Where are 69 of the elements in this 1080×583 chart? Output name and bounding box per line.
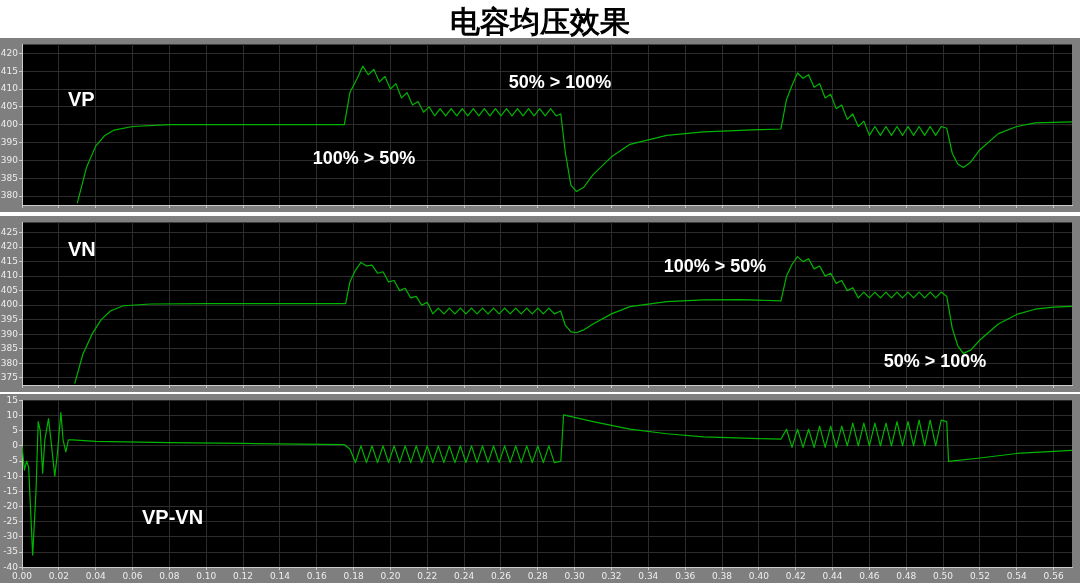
x-tick-label: 0.10 (196, 570, 217, 581)
y-tick-label: 0 (12, 440, 19, 451)
y-tick-label: 5 (12, 425, 18, 436)
y-tick-label: 390 (0, 328, 19, 339)
y-tick-label: 415 (0, 255, 18, 266)
y-tick-label: 420 (0, 47, 19, 58)
x-tick-label: 0.52 (969, 570, 990, 581)
y-tick-label: 380 (0, 357, 19, 368)
x-tick-label: 0.54 (1006, 570, 1028, 581)
annotation: 50% > 100% (508, 71, 612, 92)
x-tick-label: 0.24 (454, 570, 475, 581)
x-tick-label: 0.22 (417, 570, 438, 581)
annotation: 50% > 100% (883, 350, 987, 371)
y-tick-label: -20 (3, 500, 19, 511)
y-tick-label: -5 (9, 455, 18, 466)
y-tick-label: -10 (3, 470, 19, 481)
x-tick-label: 0.56 (1043, 570, 1064, 581)
x-tick-label: 0.48 (896, 570, 917, 581)
y-tick-label: 10 (6, 409, 19, 420)
x-tick-label: 0.28 (527, 570, 549, 581)
x-tick-label: 0.46 (859, 570, 880, 581)
x-tick-label: 0.44 (822, 570, 843, 581)
y-tick-label: 405 (0, 284, 18, 295)
x-tick-label: 0.42 (785, 570, 806, 581)
x-tick-label: 0.18 (343, 570, 364, 581)
series-label: VP (68, 87, 95, 110)
text: VN (68, 237, 96, 260)
annotation: 100% > 50% (312, 147, 416, 168)
x-tick-label: 0.20 (380, 570, 401, 581)
x-tick-label: 0.36 (675, 570, 696, 581)
x-tick-label: 0.00 (11, 570, 33, 581)
y-tick-label: 15 (6, 394, 18, 405)
y-tick-label: 415 (0, 65, 18, 76)
y-tick-label: 395 (0, 136, 18, 147)
x-tick-label: 0.38 (711, 570, 733, 581)
y-tick-label: 385 (0, 172, 18, 183)
x-tick-label: 0.12 (233, 570, 254, 581)
y-tick-label: 390 (0, 154, 19, 165)
y-tick-label: -30 (3, 531, 19, 542)
y-tick-label: 380 (0, 190, 19, 201)
y-tick-label: 410 (0, 270, 19, 281)
y-tick-label: 400 (0, 119, 19, 130)
chart-title: 电容均压效果 (449, 3, 631, 41)
y-tick-label: -15 (3, 485, 18, 496)
y-tick-label: -25 (3, 516, 18, 527)
x-tick-label: 0.16 (306, 570, 328, 581)
text: VP-VN (142, 505, 204, 528)
y-tick-label: 385 (0, 343, 18, 354)
y-tick-label: 375 (0, 372, 18, 383)
x-tick-label: 0.08 (159, 570, 180, 581)
x-tick-label: 0.06 (122, 570, 143, 581)
x-tick-label: 0.14 (269, 570, 291, 581)
x-tick-label: 0.32 (601, 570, 622, 581)
x-tick-label: 0.34 (638, 570, 659, 581)
x-tick-label: 0.26 (490, 570, 512, 581)
y-tick-label: 405 (0, 101, 18, 112)
x-tick-label: 0.04 (85, 570, 106, 581)
y-tick-label: 400 (0, 299, 19, 310)
annotation: 100% > 50% (663, 255, 767, 276)
y-tick-label: 425 (0, 226, 18, 237)
x-tick-label: 0.30 (564, 570, 585, 581)
x-tick-label: 0.40 (748, 570, 770, 581)
y-tick-label: 395 (0, 314, 18, 325)
y-tick-label: 410 (0, 83, 19, 94)
x-tick-label: 0.02 (48, 570, 69, 581)
y-tick-label: -35 (3, 546, 18, 557)
y-tick-label: -40 (3, 561, 19, 572)
x-tick-label: 0.50 (933, 570, 954, 581)
y-tick-label: 420 (0, 241, 19, 252)
